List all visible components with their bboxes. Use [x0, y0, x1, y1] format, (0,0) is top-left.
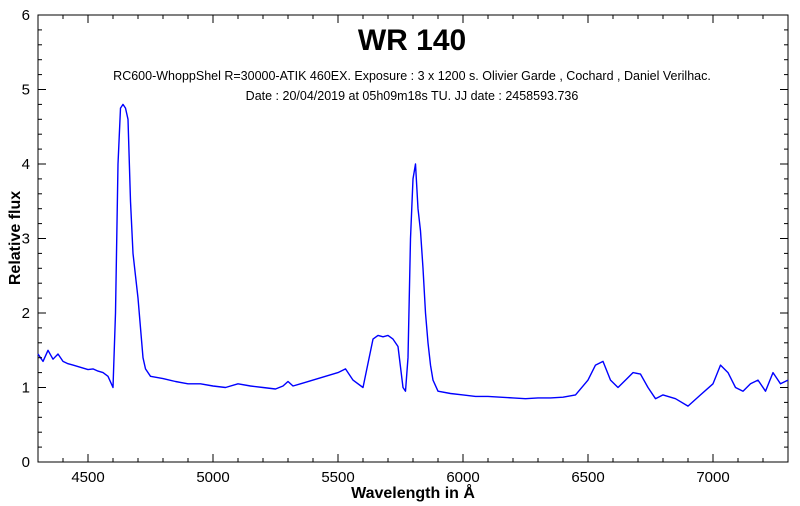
y-tick-label: 3 [22, 231, 30, 248]
spectrum-series [37, 103, 789, 407]
y-tick-label: 1 [22, 380, 30, 397]
spectrum-line-0 [37, 103, 789, 407]
x-tick-label: 5500 [321, 469, 354, 486]
y-tick-label: 0 [22, 454, 30, 471]
y-axis-ticks: 0 1 2 3 4 5 6 [22, 7, 788, 471]
x-tick-label: 7000 [696, 469, 729, 486]
x-tick-label: 6500 [571, 469, 604, 486]
x-axis-ticks: 4500 5000 5500 6000 6500 7000 [37, 15, 789, 486]
x-tick-label: 4500 [71, 469, 104, 486]
y-tick-label: 5 [22, 82, 30, 99]
y-tick-label: 6 [22, 7, 30, 24]
chart-subtitle-line1: RC600-WhoppShel R=30000-ATIK 460EX. Expo… [113, 69, 711, 83]
y-tick-label: 4 [22, 156, 30, 173]
y-axis-label: Relative flux [7, 191, 24, 285]
x-axis-label: Wavelength in Å [351, 483, 475, 502]
x-tick-label: 6000 [446, 469, 479, 486]
chart-subtitle-line2: Date : 20/04/2019 at 05h09m18s TU. JJ da… [246, 89, 579, 103]
x-tick-label: 5000 [196, 469, 229, 486]
y-tick-label: 2 [22, 305, 30, 322]
chart-title: WR 140 [358, 24, 466, 57]
